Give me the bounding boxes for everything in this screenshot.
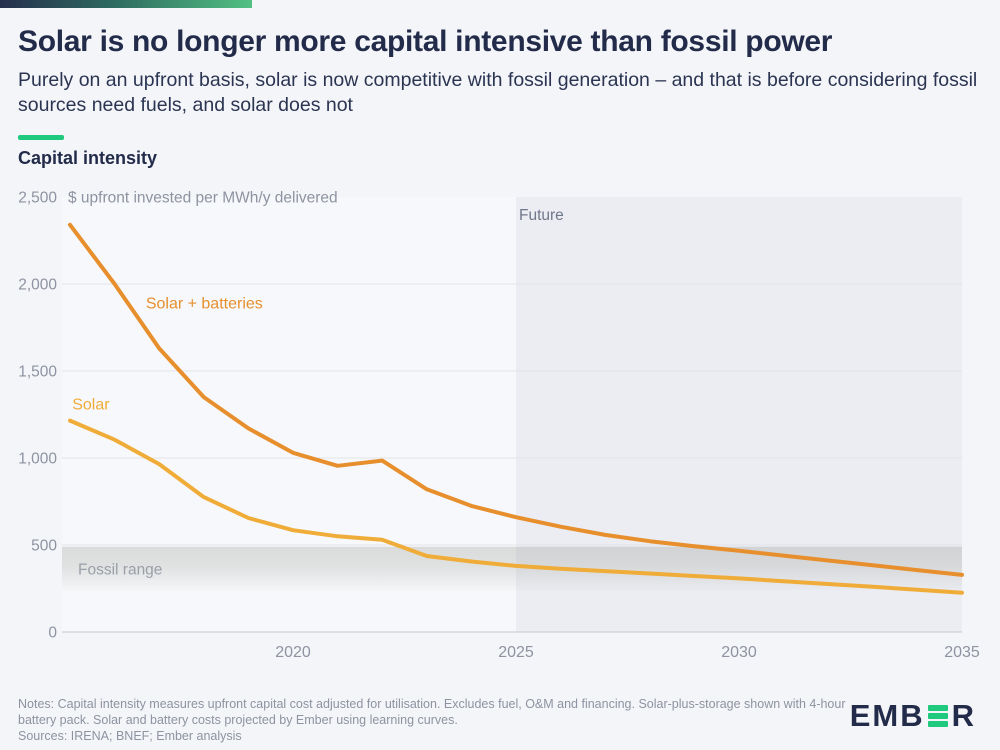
- series-label-solar-batteries: Solar + batteries: [146, 295, 263, 312]
- footer-notes: Notes: Capital intensity measures upfron…: [18, 696, 846, 744]
- y-tick-1000: 1,000: [18, 451, 57, 468]
- future-label: Future: [519, 207, 564, 224]
- fossil-range-label: Fossil range: [78, 561, 162, 578]
- y-tick-500: 500: [31, 538, 57, 555]
- x-tick-2020: 2020: [275, 644, 311, 661]
- y-tick-1500: 1,500: [18, 364, 57, 381]
- logo-text-emb: EMB: [849, 698, 925, 733]
- chart-title: Capital intensity: [18, 148, 158, 168]
- y-tick-2000: 2,000: [18, 277, 57, 294]
- y-tick-0: 0: [48, 625, 57, 642]
- sources-text: Sources: IRENA; BNEF; Ember analysis: [18, 729, 242, 743]
- series-label-solar: Solar: [72, 396, 110, 413]
- ember-logo: EMB R: [849, 698, 976, 733]
- logo-text-r: R: [951, 698, 976, 733]
- y-axis-unit-label: $ upfront invested per MWh/y delivered: [68, 190, 338, 207]
- page-title: Solar is no longer more capital intensiv…: [18, 25, 833, 58]
- x-tick-2035: 2035: [944, 644, 980, 661]
- notes-text: Notes: Capital intensity measures upfron…: [18, 697, 846, 727]
- y-tick-2500: 2,500: [18, 190, 57, 207]
- section-accent-tick: [18, 135, 64, 140]
- brand-gradient-bar: [0, 0, 252, 8]
- x-tick-2025: 2025: [498, 644, 534, 661]
- page-subtitle: Purely on an upfront basis, solar is now…: [18, 69, 978, 116]
- x-tick-2030: 2030: [721, 644, 757, 661]
- series-line-solar-batteries: [68, 222, 964, 577]
- series-line-solar: [68, 418, 964, 595]
- logo-green-e-icon: [927, 705, 948, 727]
